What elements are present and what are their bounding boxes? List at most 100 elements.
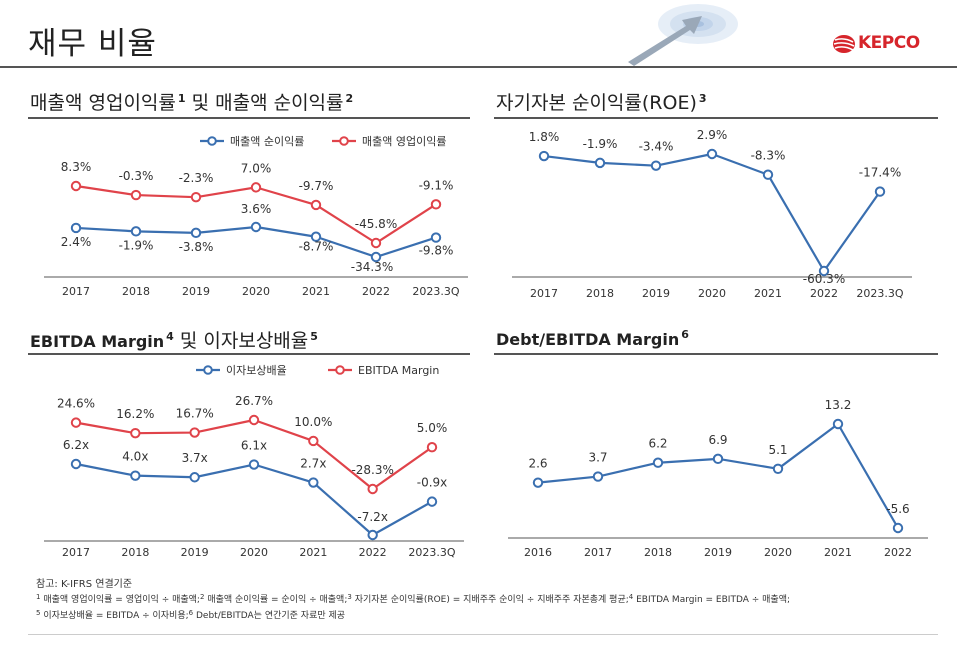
footnotes: 참고: K-IFRS 연결기준 1 매출액 영업이익률 = 영업이익 ÷ 매출액… xyxy=(36,578,936,623)
debt-panel-divider xyxy=(494,353,938,355)
data-label: 4.0x xyxy=(122,450,148,464)
data-label: 3.6% xyxy=(241,202,272,216)
data-label: 3.7x xyxy=(182,451,208,465)
legend-item: EBITDA Margin xyxy=(328,364,439,377)
x-tick-label: 2020 xyxy=(698,287,726,300)
x-tick-label: 2021 xyxy=(824,546,852,559)
footnote-number: 1 xyxy=(36,593,41,601)
footnote-text: EBITDA Margin = EBITDA ÷ 매출액; xyxy=(636,595,791,605)
data-label: 2.9% xyxy=(697,128,728,142)
data-label: 2.4% xyxy=(61,235,92,249)
ebitda-panel-divider xyxy=(28,353,470,355)
debt-ebitda-line-chart: 2016 2017 2018 2019 2020 2021 2022 2.6 3.7 6.2 6.9… xyxy=(508,398,928,559)
data-point xyxy=(250,221,262,233)
kepco-logo-text: KEPCO xyxy=(858,33,920,53)
legend-label: 이자보상배율 xyxy=(226,364,287,377)
data-point xyxy=(538,150,550,162)
footnote-line-3: 5 이자보상배율 = EBITDA ÷ 이자비용;6 Debt/EBITDA는 … xyxy=(36,607,936,623)
data-label: 2.7x xyxy=(300,457,326,471)
data-label: 10.0% xyxy=(294,415,332,429)
roe-line-chart: 2017 2018 2019 2020 2021 2022 2023.3Q 1.8% -1.9%… xyxy=(512,128,912,300)
data-point xyxy=(130,189,142,201)
data-point xyxy=(818,265,830,277)
series-line xyxy=(543,152,881,273)
roe-panel-title: 자기자본 순이익률(ROE) 3 xyxy=(496,88,707,115)
data-point xyxy=(308,435,319,447)
data-label: -2.3% xyxy=(179,171,214,185)
data-point xyxy=(248,414,260,426)
page-title: 재무 비율 xyxy=(28,26,157,62)
data-point xyxy=(430,232,442,243)
footnote-number: 3 xyxy=(347,593,352,601)
data-point xyxy=(426,442,438,453)
footnote-ref: 3 xyxy=(698,92,707,105)
data-point xyxy=(310,199,322,211)
footnote-ref: 6 xyxy=(681,328,689,341)
x-tick-label: 2021 xyxy=(299,546,327,559)
data-label: 16.7% xyxy=(176,407,214,421)
legend-label: 매출액 순이익률 xyxy=(230,135,304,148)
x-tick-label: 2021 xyxy=(302,285,330,298)
roe-panel-divider xyxy=(494,117,938,119)
data-label: -8.7% xyxy=(299,240,334,254)
data-point xyxy=(70,180,82,192)
data-point xyxy=(70,458,82,470)
x-tick-label: 2023.3Q xyxy=(412,285,459,298)
data-point xyxy=(370,251,382,263)
data-label: 13.2 xyxy=(825,398,852,412)
data-point xyxy=(892,522,904,534)
data-label: -9.8% xyxy=(419,244,454,258)
data-label: 6.1x xyxy=(241,439,267,453)
footnote-ref: 5 xyxy=(310,330,318,343)
data-point xyxy=(310,231,322,242)
ebitda-line-chart: 2017 2018 2019 2020 2021 2022 2023.3Q 6.2x 4.0x 3… xyxy=(44,364,464,559)
legend-item: 이자보상배율 xyxy=(196,364,287,377)
data-point xyxy=(189,472,200,483)
x-tick-label: 2018 xyxy=(121,546,149,559)
data-label: -45.8% xyxy=(355,217,397,231)
footnote-basis: 참고: K-IFRS 연결기준 xyxy=(36,579,133,590)
x-tick-label: 2021 xyxy=(754,287,782,300)
data-label: 6.9 xyxy=(708,433,727,447)
data-point xyxy=(874,186,886,197)
data-label: -9.1% xyxy=(419,178,454,192)
ebitda-panel-title-text: EBITDA Margin xyxy=(30,332,165,351)
margin-line-chart: 2017 2018 2019 2020 2021 2022 2023.3Q 2.4% -1.9%… xyxy=(44,135,468,298)
kepco-logo: KEPCO xyxy=(832,32,942,58)
x-tick-label: 2018 xyxy=(586,287,614,300)
footnote-text: 매출액 순이익률 = 순이익 ÷ 매출액; xyxy=(207,595,348,605)
data-label: 1.8% xyxy=(529,130,560,144)
data-point xyxy=(248,459,260,470)
data-label: -17.4% xyxy=(859,166,901,180)
legend-label: EBITDA Margin xyxy=(358,364,439,377)
data-label: 6.2x xyxy=(63,438,89,452)
x-tick-label: 2017 xyxy=(62,546,90,559)
footnote-number: 4 xyxy=(628,593,634,601)
data-label: -8.3% xyxy=(751,149,786,163)
data-label: 8.3% xyxy=(61,160,92,174)
data-label: -3.4% xyxy=(639,140,674,154)
x-tick-label: 2018 xyxy=(644,546,672,559)
data-point xyxy=(70,417,82,428)
x-tick-label: 2020 xyxy=(240,546,268,559)
data-point xyxy=(190,191,202,203)
margin-panel-title-text: 매출액 영업이익률 xyxy=(30,92,176,114)
x-tick-label: 2023.3Q xyxy=(408,546,455,559)
x-tick-label: 2022 xyxy=(884,546,912,559)
data-point xyxy=(652,457,664,468)
data-label: 16.2% xyxy=(116,407,154,421)
title-divider xyxy=(0,66,957,68)
legend-label: 매출액 영업이익률 xyxy=(362,135,446,148)
legend-item: 매출액 순이익률 xyxy=(200,135,304,148)
data-point xyxy=(189,427,200,438)
data-label: -7.2x xyxy=(357,510,388,524)
data-label: -28.3% xyxy=(351,463,393,477)
data-point xyxy=(367,483,378,495)
data-point xyxy=(190,227,202,239)
data-point xyxy=(250,182,262,193)
data-point xyxy=(832,418,844,430)
x-tick-label: 2017 xyxy=(530,287,558,300)
x-tick-label: 2019 xyxy=(704,546,732,559)
data-point xyxy=(130,427,141,439)
debt-panel-title: Debt/EBITDA Margin 6 xyxy=(496,328,689,349)
